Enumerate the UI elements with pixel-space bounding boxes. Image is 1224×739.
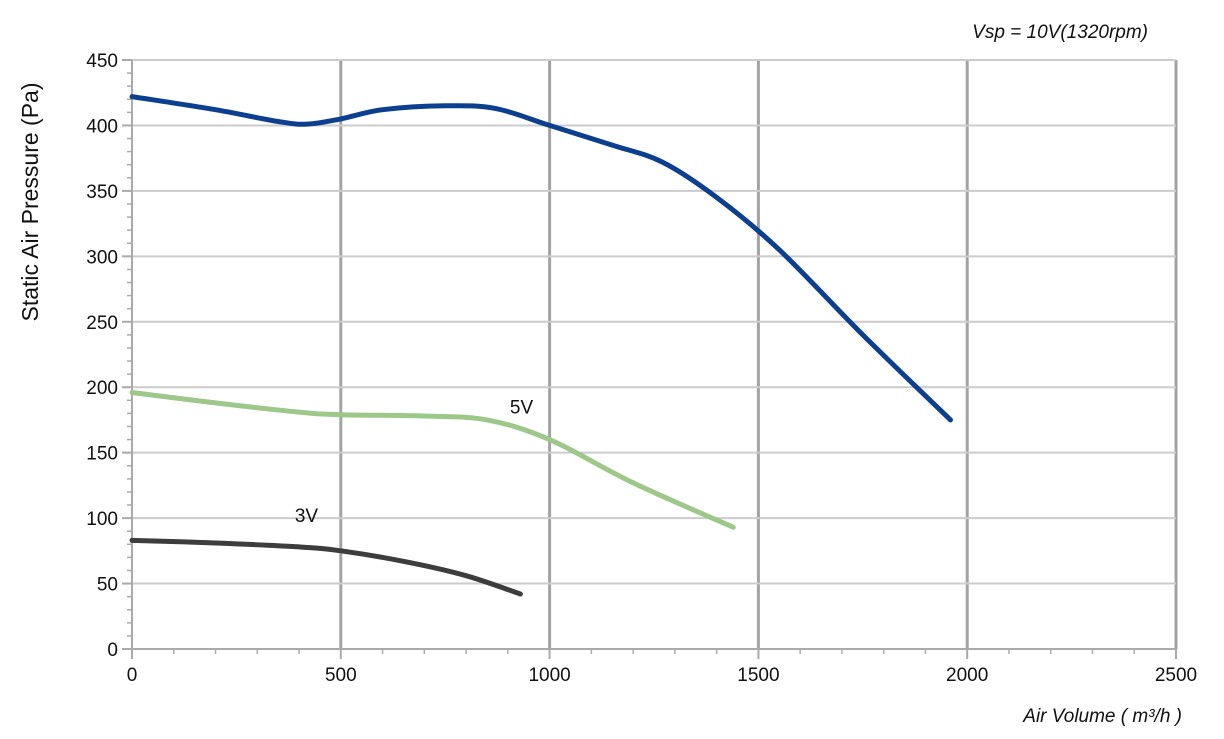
series-label-3v: 3V <box>295 506 319 527</box>
series-labels: 5V 3V <box>295 397 534 527</box>
y-tick-label: 300 <box>86 247 118 268</box>
series-line-5v <box>129 390 736 530</box>
chart-annotation: Vsp = 10V(1320rpm) <box>972 22 1148 43</box>
x-tick-label: 500 <box>325 665 357 686</box>
series-lines <box>129 94 953 597</box>
y-tick-label: 400 <box>86 116 118 137</box>
y-tick-label: 150 <box>86 444 118 465</box>
y-tick-label: 50 <box>97 575 118 596</box>
y-tick-label: 350 <box>86 182 118 203</box>
vertical-gridlines <box>131 60 1178 659</box>
y-tick-label: 0 <box>107 640 118 661</box>
horizontal-gridlines <box>122 59 1176 650</box>
minor-ticks <box>127 59 1177 654</box>
x-axis-title: Air Volume ( m³/h ) <box>1022 706 1182 727</box>
series-line-10v <box>129 94 953 423</box>
series-label-5v: 5V <box>510 397 534 418</box>
x-tick-label: 2000 <box>946 665 988 686</box>
x-tick-label: 1000 <box>528 665 570 686</box>
y-tick-label: 200 <box>86 378 118 399</box>
x-tick-label: 2500 <box>1155 665 1197 686</box>
x-tick-label: 1500 <box>737 665 779 686</box>
y-axis-title: Static Air Pressure (Pa) <box>17 82 43 321</box>
y-tick-labels: 0 50 100 150 200 250 300 350 400 450 <box>86 51 118 661</box>
y-tick-label: 450 <box>86 51 118 72</box>
x-tick-labels: 0 500 1000 1500 2000 2500 <box>127 665 1197 686</box>
y-tick-label: 100 <box>86 509 118 530</box>
x-tick-label: 0 <box>127 665 138 686</box>
series-line-3v <box>129 537 523 597</box>
y-tick-label: 250 <box>86 313 118 334</box>
